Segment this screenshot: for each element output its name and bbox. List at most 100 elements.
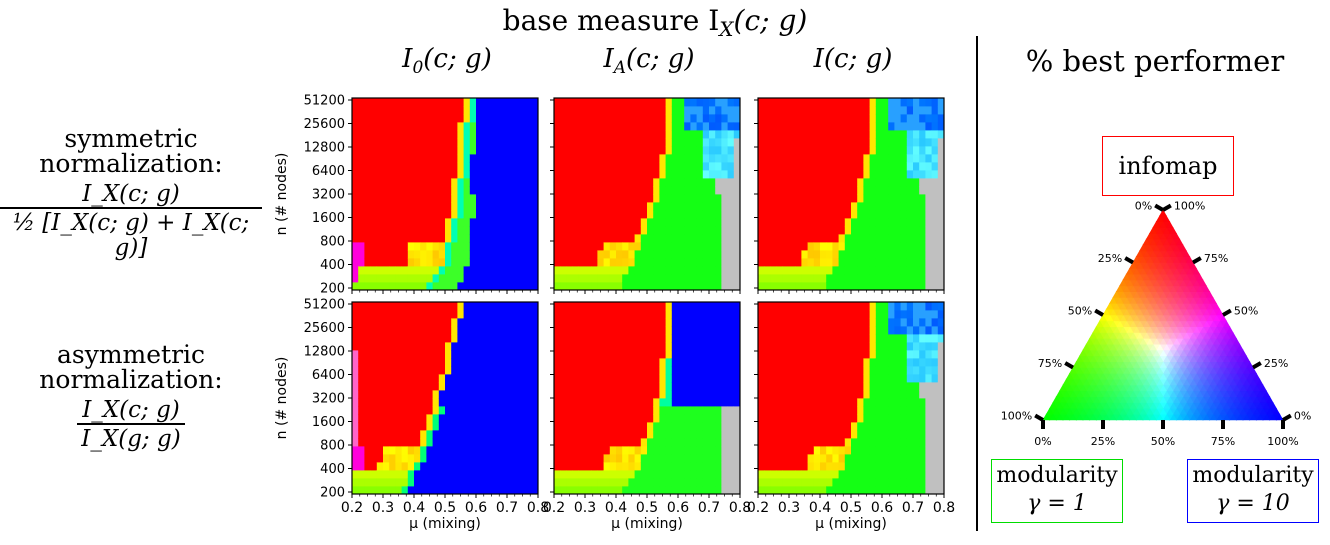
heatmap-cell [801,154,808,163]
heatmap-cell [789,334,796,343]
heatmap-cell [721,358,728,367]
heatmap-cell [721,194,728,203]
heatmap-cell [513,226,520,235]
heatmap-cell [597,462,604,471]
heatmap-cell [832,374,839,383]
heatmap-cell [813,274,821,283]
heatmap-cell [653,250,660,259]
heatmap-cell [560,98,567,107]
heatmap-cell [438,106,446,115]
heatmap-cell [603,218,611,227]
heatmap-cell [696,390,704,399]
heatmap-cell [370,210,378,219]
heatmap-cell [647,282,654,291]
heatmap-cell [389,326,396,335]
heatmap-cell [463,130,471,139]
heatmap-cell [566,430,573,439]
heatmap-cell [857,250,864,259]
heatmap-cell [795,218,802,227]
heatmap-cell [709,234,716,243]
heatmap-cell [352,114,359,123]
heatmap-cell [603,234,611,243]
heatmap-cell [352,302,359,311]
heatmap-cell [665,342,673,351]
heatmap-cell [507,242,514,251]
heatmap-cell [469,202,477,211]
heatmap-cell [634,114,642,123]
heatmap-cell [851,478,858,487]
heatmap-cell [585,366,592,375]
heatmap-cell [869,242,877,251]
heatmap-cell [432,430,440,439]
heatmap-cell [659,210,666,219]
heatmap-cell [925,178,932,187]
heatmap-cell [622,302,629,311]
heatmap-cell [702,242,710,251]
heatmap-cell [572,334,580,343]
heatmap-cell [690,178,697,187]
heatmap-cell [622,258,629,267]
heatmap-cell [888,154,895,163]
heatmap-cell [622,366,629,375]
heatmap-cell [782,454,790,463]
heatmap-cell [383,218,390,227]
heatmap-cell [572,302,580,311]
heatmap-cell [733,138,741,147]
heatmap-cell [770,486,777,495]
heatmap-cell [352,358,359,367]
heatmap-cell [721,422,728,431]
heatmap-cell [597,454,604,463]
heatmap-cell [376,170,384,179]
heatmap-cell [401,162,409,171]
heatmap-cell [807,350,815,359]
heatmap-cell [900,258,908,267]
heatmap-cell [863,218,870,227]
heatmap-cell [358,422,365,431]
heatmap-cell [609,186,617,195]
heatmap-cell [469,478,477,487]
heatmap-cell [426,374,433,383]
heatmap-cell [513,478,520,487]
heatmap-cell [684,310,691,319]
heatmap-cell [733,406,741,415]
heatmap-cell [671,146,679,155]
heatmap-cell [696,406,704,415]
heatmap-cell [919,382,926,391]
heatmap-cell [826,366,833,375]
heatmap-cell [715,350,722,359]
heatmap-cell [727,154,735,163]
heatmap-cell [432,98,440,107]
heatmap-cell [469,178,477,187]
heatmap-cell [789,146,796,155]
heatmap-cell [407,406,415,415]
heatmap-cell [851,250,858,259]
heatmap-cell [370,114,378,123]
heatmap-cell [488,470,495,479]
heatmap-cell [869,178,877,187]
heatmap-cell [789,98,796,107]
heatmap-cell [507,266,514,275]
heatmap-cell [869,226,877,235]
heatmap-cell [882,130,889,139]
heatmap-cell [696,310,704,319]
heatmap-cell [463,202,471,211]
heatmap-cell [894,326,901,335]
heatmap-cell [690,382,697,391]
heatmap-cell [476,194,483,203]
heatmap-cell [554,186,561,195]
heatmap-cell [370,146,378,155]
heatmap-cell [857,438,864,447]
heatmap-cell [659,250,666,259]
heatmap-cell [770,382,777,391]
heatmap-cell [603,462,611,471]
heatmap-cell [414,266,421,275]
heatmap-cell [507,106,514,115]
x-tick-label: 0.2 [341,500,363,516]
heatmap-cell [494,310,502,319]
heatmap-cell [519,438,526,447]
heatmap-cell [937,154,945,163]
heatmap-cell [795,266,802,275]
heatmap-cell [364,486,371,495]
heatmap-cell [531,242,539,251]
